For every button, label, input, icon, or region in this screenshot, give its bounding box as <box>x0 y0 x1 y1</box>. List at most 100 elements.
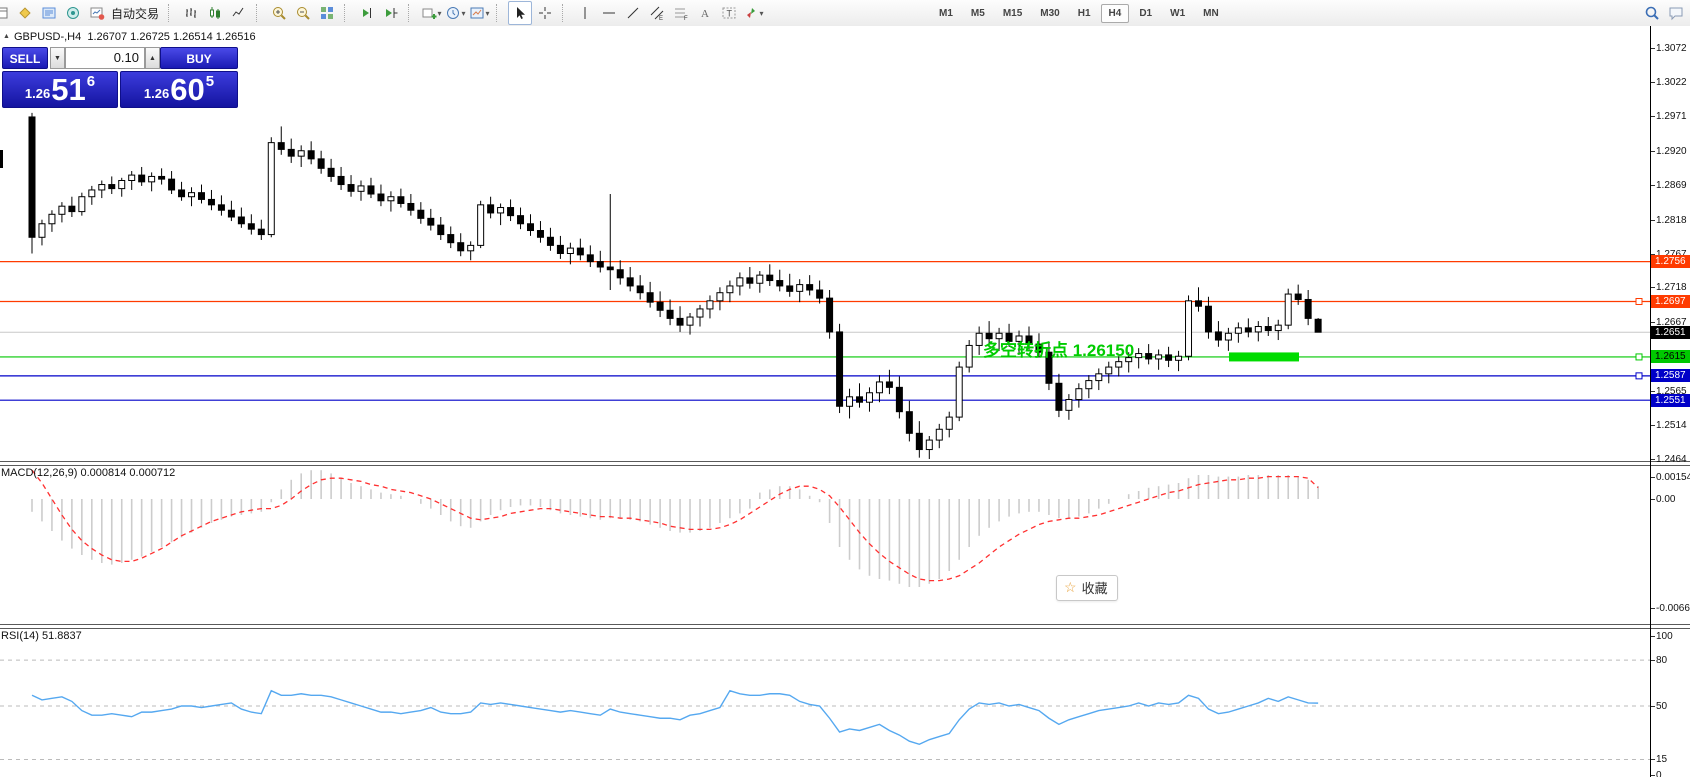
toolbar-separator <box>408 4 416 22</box>
price-axis-label: 1.2667 <box>1656 316 1687 328</box>
macd-axis-label: 0.00154 <box>1656 472 1690 483</box>
volume-increase-button[interactable]: ▲ <box>145 47 160 69</box>
candle-body <box>98 184 106 191</box>
horizontal-line-icon[interactable] <box>598 2 620 24</box>
autotrading-button-label[interactable]: 自动交易 <box>111 6 160 21</box>
candle-body <box>1005 332 1013 342</box>
timeframe-m5[interactable]: M5 <box>970 7 985 19</box>
price-axis-label: 1.3022 <box>1656 76 1687 88</box>
price-axis-label: 1.2514 <box>1656 420 1687 432</box>
candle-body <box>1085 380 1093 390</box>
star-icon: ☆ <box>1064 579 1077 595</box>
candle-body <box>1314 318 1322 333</box>
tile-windows-icon[interactable] <box>316 2 338 24</box>
candle-body <box>1214 331 1222 341</box>
timeframe-m1[interactable]: M1 <box>939 7 953 19</box>
candle-body <box>796 284 804 292</box>
market-watch-icon[interactable] <box>38 2 60 24</box>
line-anchor-handle[interactable] <box>1635 353 1643 361</box>
line-chart-icon[interactable] <box>228 2 250 24</box>
text-icon[interactable]: A <box>694 2 716 24</box>
candle-body <box>1185 300 1193 357</box>
period-icon[interactable]: ▾ <box>444 2 466 24</box>
candlestick-chart-icon[interactable] <box>204 2 226 24</box>
rsi-axis-tick <box>1651 706 1655 707</box>
candle-body <box>836 331 844 407</box>
navigator-icon[interactable] <box>62 2 84 24</box>
pivot-highlight-bar[interactable] <box>1229 352 1299 362</box>
cursor-icon[interactable] <box>508 1 533 25</box>
price-axis-tick <box>1651 390 1655 392</box>
candle-body <box>407 202 415 211</box>
volume-decrease-button[interactable]: ▼ <box>50 47 65 69</box>
zoom-in-icon[interactable] <box>268 2 290 24</box>
crosshair-icon[interactable] <box>534 2 556 24</box>
candle-body <box>915 432 923 451</box>
price-level-badge: 1.2756 <box>1651 255 1690 269</box>
candle-body <box>78 196 86 213</box>
candle-body <box>965 344 973 368</box>
timeframe-m15[interactable]: M15 <box>1002 7 1023 19</box>
candle-body <box>1075 388 1083 401</box>
timeframe-d1[interactable]: D1 <box>1139 7 1153 19</box>
price-axis-label: 1.2464 <box>1656 454 1687 465</box>
zoom-out-icon[interactable] <box>292 2 314 24</box>
volume-input[interactable]: 0.10 <box>65 47 145 69</box>
bar-chart-icon[interactable] <box>180 2 202 24</box>
vertical-line-icon[interactable] <box>574 2 596 24</box>
candle-body <box>1155 354 1163 360</box>
toolbar-separator <box>562 4 570 22</box>
price-axis[interactable]: 1.3072 1.3022 1.2971 1.2920 1.2869 1.2818 1.27… <box>1650 26 1690 777</box>
candle-body <box>536 230 544 238</box>
pane-separator[interactable] <box>0 461 1690 466</box>
rsi-axis-label: 50 <box>1656 701 1668 712</box>
candle-body <box>736 277 744 287</box>
candle-body <box>1244 327 1252 333</box>
candle-body <box>457 242 465 252</box>
timeframe-mn[interactable]: MN <box>1203 7 1219 19</box>
channel-icon[interactable]: E <box>646 2 668 24</box>
candle-body <box>945 416 953 430</box>
line-anchor-handle[interactable] <box>1635 372 1643 380</box>
svg-text:F: F <box>684 16 688 21</box>
add-indicator-icon[interactable]: ▾ <box>420 2 442 24</box>
pane-separator[interactable] <box>0 624 1690 629</box>
search-icon[interactable] <box>1641 2 1663 24</box>
sell-button[interactable]: SELL <box>2 47 48 69</box>
auto-scroll-icon[interactable] <box>356 2 378 24</box>
clipped-candle <box>0 150 3 168</box>
template-icon[interactable]: ▾ <box>468 2 490 24</box>
text-label-icon[interactable]: T <box>718 2 740 24</box>
trendline-icon[interactable] <box>622 2 644 24</box>
timeframe-h4[interactable]: H4 <box>1100 3 1130 23</box>
buy-price-box[interactable]: 1.26 60 5 <box>120 71 238 108</box>
line-anchor-handle[interactable] <box>1635 298 1643 305</box>
chat-icon[interactable] <box>1665 2 1687 24</box>
chart-window-icon[interactable] <box>0 2 12 24</box>
candle-body <box>327 167 335 177</box>
macd-indicator-label: MACD(12,26,9) 0.000814 0.000712 <box>1 467 176 479</box>
timeframe-h1[interactable]: H1 <box>1077 7 1091 19</box>
rsi-axis-tick <box>1651 660 1655 661</box>
sell-price-box[interactable]: 1.26 51 6 <box>2 71 118 108</box>
chart-shift-icon[interactable] <box>380 2 402 24</box>
candle-body <box>307 150 315 160</box>
timeframe-m30[interactable]: M30 <box>1040 7 1060 19</box>
fibonacci-icon[interactable]: F <box>670 2 692 24</box>
arrows-icon[interactable]: ▾ <box>742 2 764 24</box>
timeframe-w1[interactable]: W1 <box>1170 7 1186 19</box>
candle-body <box>347 184 355 192</box>
price-level-badge: 1.2615 <box>1651 350 1690 364</box>
candle-body <box>636 285 644 294</box>
candle-body <box>676 317 684 326</box>
candle-body <box>1294 293 1302 300</box>
sell-price-pip: 6 <box>86 73 96 90</box>
buy-button[interactable]: BUY <box>160 47 238 69</box>
candle-body <box>387 196 395 202</box>
candle-body <box>576 247 584 256</box>
candle-body <box>925 439 933 451</box>
candle-body <box>766 274 774 282</box>
new-order-icon[interactable] <box>14 2 36 24</box>
candle-body <box>686 316 694 326</box>
autotrading-button[interactable] <box>86 2 108 24</box>
